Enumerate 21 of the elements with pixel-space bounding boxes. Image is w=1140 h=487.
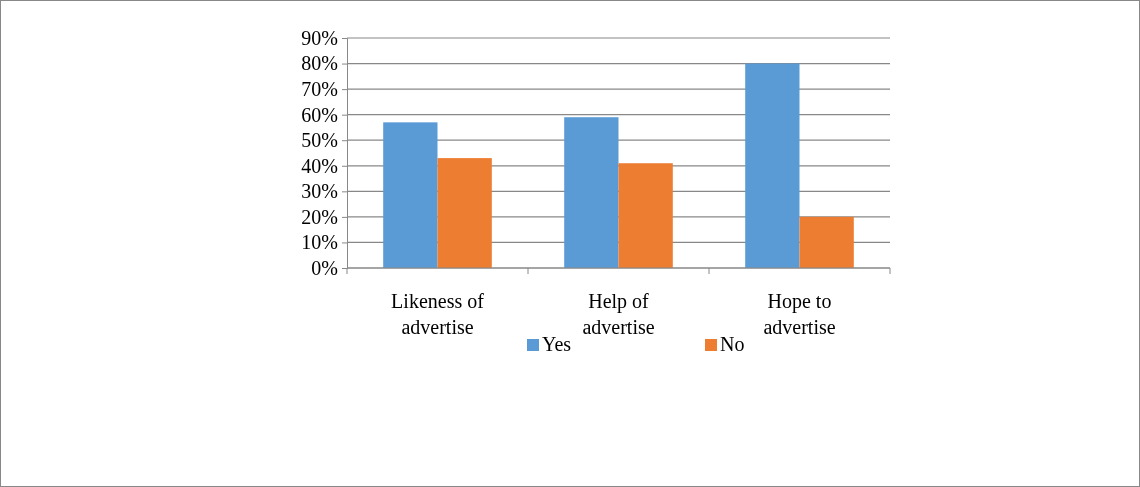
y-tick-label: 50% [301, 129, 338, 152]
bar [383, 122, 438, 268]
y-tick-label: 40% [301, 154, 338, 177]
y-tick-label: 80% [301, 52, 338, 75]
y-tick-label: 70% [301, 78, 338, 101]
y-tick-label: 60% [301, 103, 338, 126]
y-tick-label: 30% [301, 180, 338, 203]
legend-label: No [720, 333, 745, 355]
x-tick-label: Likeness of advertise [391, 290, 485, 338]
x-tick-label: Hope to advertise [763, 290, 836, 338]
bar [745, 63, 800, 268]
y-tick-label: 10% [301, 231, 338, 254]
bar [799, 216, 854, 268]
bar [437, 158, 492, 268]
y-tick-label: 90% [301, 26, 338, 49]
x-tick-label: Help of advertise [582, 290, 655, 338]
bar [564, 117, 619, 268]
legend-label: Yes [542, 333, 572, 355]
bar [618, 163, 673, 268]
y-tick-label: 0% [311, 256, 338, 279]
y-tick-label: 20% [301, 205, 338, 228]
